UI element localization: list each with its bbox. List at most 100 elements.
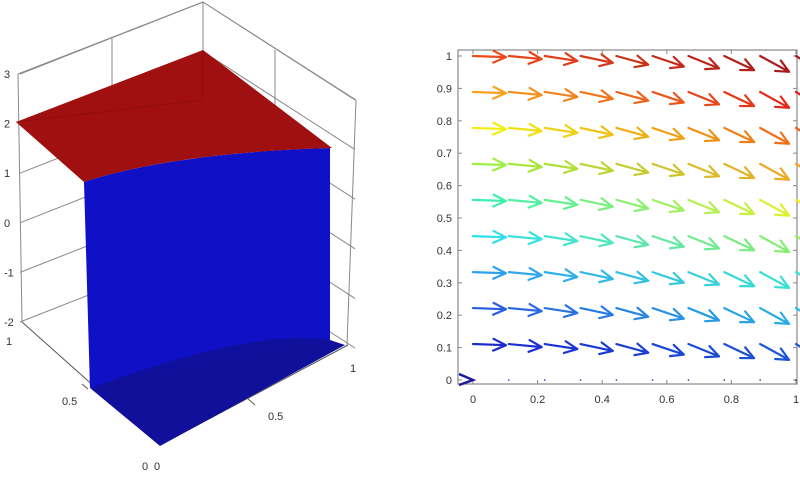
z-tick-label: 0 [4,218,10,230]
quiver-arrow [651,235,685,250]
quiver-arrow [759,90,791,109]
quiver-arrow [687,126,721,143]
y-tick-label: 1 [446,51,452,63]
quiver-arrow [759,235,791,254]
z-tick-label: 2 [4,119,10,131]
y-tick-label: 0.5 [62,396,77,408]
quiver-dot [615,379,618,381]
z-grid-line-right [202,1,356,101]
x-tick-label: 0.8 [724,394,739,406]
quiver-arrow [651,90,685,106]
quiver-arrow [543,124,579,138]
quiver-arrow [471,85,508,100]
quiver-arrow [507,338,543,353]
z-grid-line [19,1,204,75]
quiver-arrow [759,271,791,290]
quiver-arrow [543,88,579,102]
quiver-arrow [543,232,579,247]
quiver-arrow [507,194,543,209]
quiver-plot-panel: 0 0.1 0.2 0.3 0.4 0.5 0.6 0.7 0.8 0.9 1 0 0.2 0.4 0.6 0… [400,0,800,475]
quiver-arrow [579,89,614,104]
quiver-arrow [723,271,756,288]
sheet-crease [15,50,204,123]
quiver-arrow [687,54,721,71]
quiver-arrow [759,54,791,73]
quiver-arrow [687,198,721,215]
y-tick-label: 0.2 [437,310,452,322]
quiver-arrow [615,306,650,321]
y-tick-label: 0.9 [437,83,452,95]
quiver-arrow [615,234,650,249]
quiver-arrow [543,195,579,210]
quiver-arrow [723,90,756,108]
quiver-arrow [651,342,685,358]
quiver-arrow [507,267,543,281]
quiver-arrow [458,372,477,387]
quiver-arrow [723,126,756,144]
quiver-arrow [651,162,685,178]
quiver-arrow [543,52,579,67]
right-edge [346,99,357,346]
quiver-arrow [723,306,756,324]
quiver-arrow [507,50,543,65]
z-tick-label: -1 [4,267,14,279]
quiver-arrow [759,162,791,181]
quiver-arrow [579,197,614,211]
quiver-arrow [687,162,721,179]
quiver-arrow [471,337,508,352]
quiver-arrow [651,126,685,142]
quiver-arrow [507,302,543,317]
x-tick-label: 1 [350,363,356,375]
quiver-arrow [723,342,756,360]
quiver-arrow [507,86,543,101]
quiver-arrow [651,198,685,214]
quiver-arrow [579,233,614,248]
quiver-arrow [723,235,756,252]
y-tick-label: 0.7 [437,148,452,160]
quiver-arrow [615,54,650,69]
quiver-dot [723,379,726,381]
quiver-arrow [543,304,579,319]
quiver-arrow [759,342,791,361]
quiver-arrow [543,268,579,283]
quiver-arrow [471,49,508,64]
quiver-arrow [471,265,508,280]
quiver-arrow [687,235,721,251]
y-tick-label: 0 [142,461,148,473]
quiver-arrow [651,54,685,70]
quiver-dot [651,379,654,381]
x-tick-label: 0.5 [268,411,283,423]
quiver-arrow [759,126,791,145]
quiver-arrow [543,340,579,355]
quiver-dot [508,379,510,381]
y-tick-label: 0.5 [437,213,452,225]
quiver-dot [687,379,690,381]
x-tick-label: 0.4 [595,394,610,406]
z-tick-label: -2 [4,317,14,329]
quiver-arrow [471,301,508,316]
quiver-arrow [507,158,543,173]
surface-plot-panel: 3 2 1 0 -1 -2 0 0.5 1 1 0.5 0 [0,0,400,475]
quiver-arrow [615,198,650,213]
quiver-arrow [507,122,543,137]
quiver-arrow [579,161,614,176]
quiver-arrow [759,306,791,326]
quiver-arrow [579,125,614,140]
x-tick [246,397,256,406]
quiver-arrow [507,231,543,246]
z-tick-label: 3 [4,69,10,81]
quiver-arrow [471,229,508,244]
surface-upper-sheet [16,50,332,182]
y-tick [81,383,89,390]
y-tick-label: 0.6 [437,181,452,193]
x-tick-label: 0.6 [659,394,674,406]
z-tick-label: 1 [4,168,10,180]
y-tick-label: 0.1 [437,343,452,355]
quiver-arrow [579,53,614,68]
quiver-arrow [723,198,756,216]
quiver-arrow [651,306,685,322]
quiver-dot [759,379,761,381]
quiver-arrow [687,342,721,359]
quiver-arrow [579,269,614,284]
quiver-arrow [471,121,508,136]
